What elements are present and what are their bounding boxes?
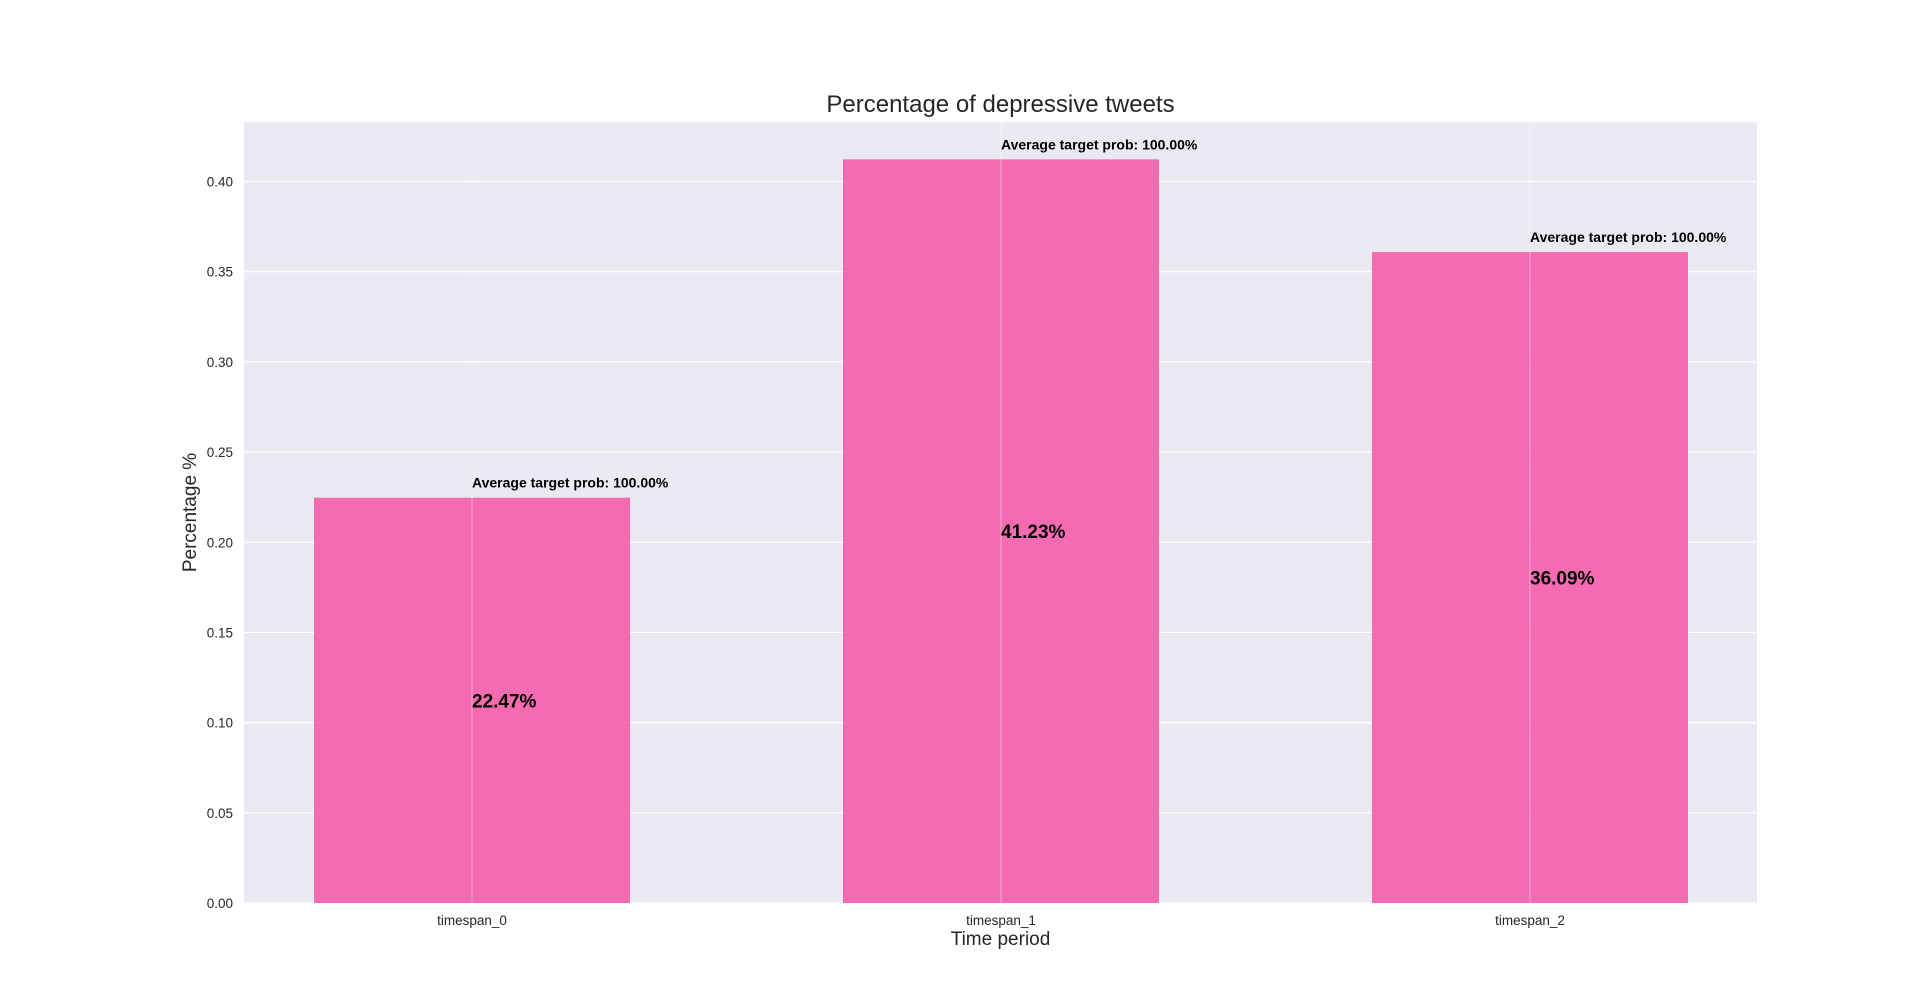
bar-annotation: Average target prob: 100.00% [1530, 229, 1727, 245]
y-tick-label: 0.20 [207, 535, 233, 550]
y-tick-label: 0.15 [207, 625, 233, 640]
y-tick-labels: 0.00 0.05 0.10 0.15 0.20 0.25 0.30 0.35 0.40 [207, 175, 233, 911]
x-tick-label: timespan_2 [1495, 913, 1565, 928]
bar-annotation: Average target prob: 100.00% [472, 475, 669, 491]
x-tick-label: timespan_1 [966, 913, 1036, 928]
bar-timespan_0 [314, 497, 630, 903]
bar-timespan_1 [843, 159, 1159, 903]
y-tick-label: 0.10 [207, 716, 233, 731]
bar-value-label: 41.23% [1001, 522, 1066, 543]
y-tick-label: 0.25 [207, 445, 233, 460]
chart-title: Percentage of depressive tweets [826, 91, 1174, 118]
y-tick-label: 0.35 [207, 265, 233, 280]
x-axis-label: Time period [951, 929, 1051, 950]
y-tick-label: 0.05 [207, 806, 233, 821]
y-tick-label: 0.30 [207, 355, 233, 370]
y-tick-label: 0.40 [207, 175, 233, 190]
y-axis-label: Percentage % [180, 453, 201, 572]
bars-layer [314, 159, 1688, 904]
x-tick-label: timespan_0 [437, 913, 507, 928]
bar-value-label: 22.47% [472, 691, 537, 712]
bar-value-label: 36.09% [1530, 569, 1595, 590]
x-tick-labels: timespan_0 timespan_1 timespan_2 [437, 913, 1565, 928]
vertical-grid-layer [471, 122, 1531, 903]
bar-timespan_2 [1372, 252, 1688, 904]
bar-annotation: Average target prob: 100.00% [1001, 136, 1198, 152]
y-tick-label: 0.00 [207, 896, 233, 911]
bar-annotations: Average target prob: 100.00% 22.47% Averag… [472, 136, 1727, 712]
